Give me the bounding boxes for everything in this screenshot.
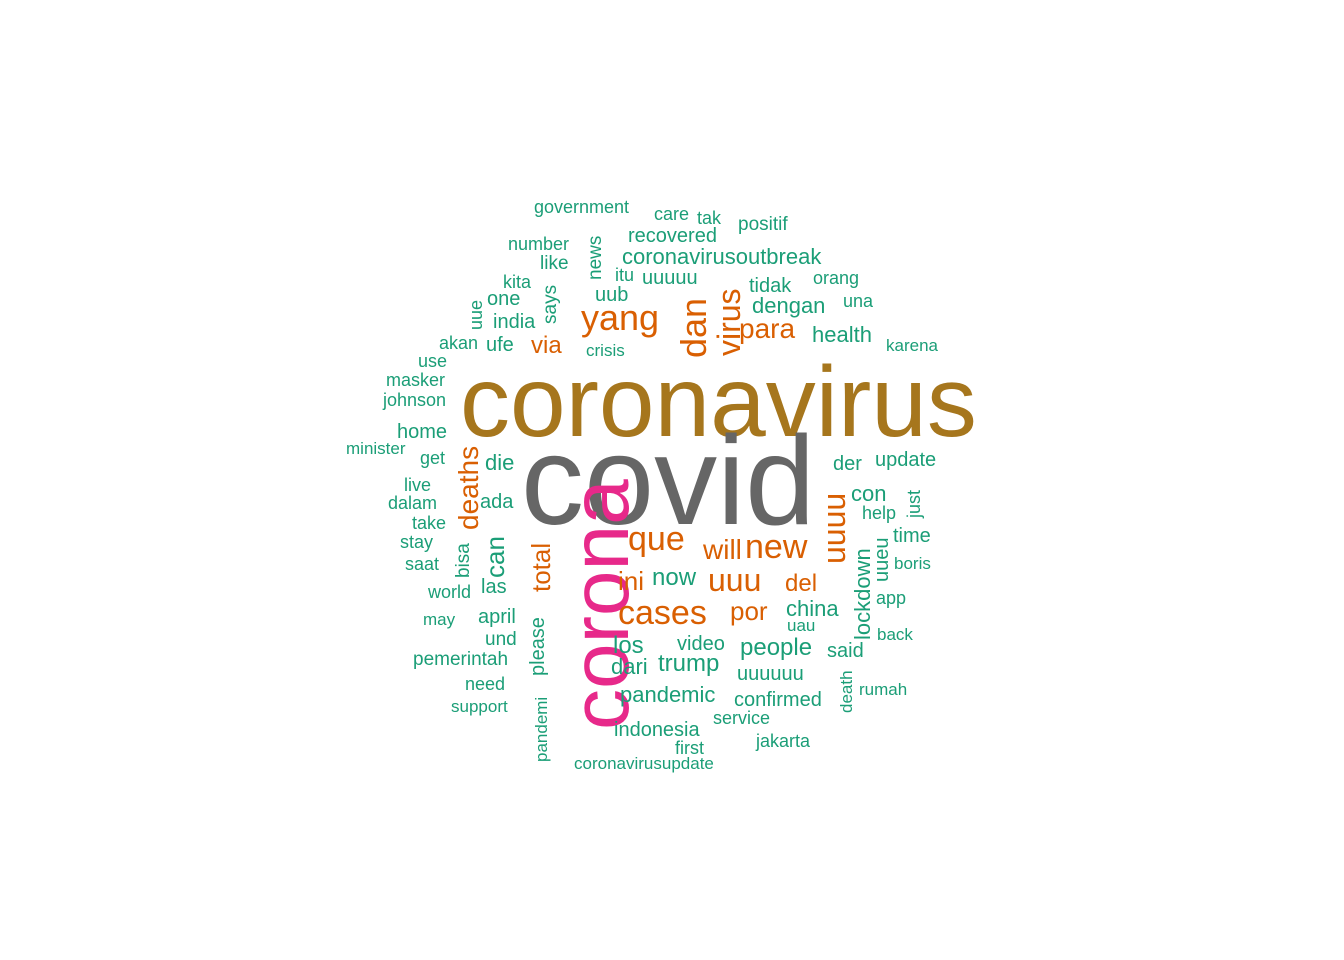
- word-por: por: [730, 596, 768, 626]
- word-number: number: [508, 234, 570, 254]
- word-und: und: [485, 629, 517, 650]
- word-video: video: [677, 633, 725, 655]
- word-para: para: [739, 313, 796, 344]
- word-will: will: [703, 534, 742, 565]
- word-uub: uub: [595, 284, 629, 306]
- word-coronavirusoutbreak: coronavirusoutbreak: [622, 244, 822, 269]
- word-uuuuuu: uuuuuu: [737, 663, 804, 685]
- word-just: just: [904, 489, 924, 518]
- word-tidak: tidak: [749, 275, 792, 297]
- word-del: del: [785, 570, 818, 597]
- word-indonesia: indonesia: [614, 719, 700, 741]
- word-take: take: [412, 513, 447, 533]
- word-die: die: [485, 450, 515, 475]
- word-positif: positif: [738, 214, 788, 235]
- word-crisis: crisis: [586, 341, 625, 360]
- word-uuuu: uuuu: [816, 492, 852, 564]
- word-may: may: [423, 610, 456, 629]
- word-update: update: [875, 449, 937, 471]
- word-coronavirusupdate: coronavirusupdate: [574, 754, 714, 773]
- word-china: china: [786, 596, 839, 621]
- word-uuuuu: uuuuu: [642, 267, 698, 289]
- word-ada: ada: [480, 491, 514, 513]
- word-trump: trump: [658, 650, 720, 677]
- word-says: says: [540, 284, 561, 324]
- word-uuu: uuu: [708, 562, 762, 598]
- word-pandemic: pandemic: [620, 682, 716, 707]
- word-live: live: [404, 475, 432, 495]
- word-los: los: [613, 632, 644, 659]
- word-pandemi: pandemi: [532, 696, 551, 762]
- word-first: first: [675, 738, 704, 758]
- word-people: people: [740, 634, 813, 661]
- word-confirmed: confirmed: [734, 689, 822, 711]
- word-death: death: [837, 670, 856, 713]
- word-need: need: [465, 674, 506, 694]
- word-deaths: deaths: [453, 445, 484, 530]
- word-help: help: [862, 503, 897, 523]
- word-masker: masker: [386, 370, 446, 390]
- word-yang: yang: [581, 297, 660, 338]
- word-johnson: johnson: [383, 390, 447, 410]
- word-news: news: [585, 235, 606, 280]
- word-coronavirus: coronavirus: [460, 346, 977, 458]
- word-dalam: dalam: [388, 493, 438, 513]
- word-saat: saat: [405, 554, 440, 574]
- word-get: get: [420, 448, 446, 468]
- word-orang: orang: [813, 268, 860, 288]
- word-please: please: [527, 617, 549, 676]
- word-app: app: [876, 588, 907, 608]
- word-jakarta: jakarta: [756, 731, 811, 751]
- word-like: like: [540, 253, 569, 274]
- word-via: via: [531, 332, 562, 359]
- word-world: world: [428, 582, 472, 602]
- word-cases: cases: [618, 594, 707, 632]
- word-said: said: [827, 640, 864, 662]
- word-ini: ini: [618, 566, 645, 596]
- word-itu: itu: [615, 265, 635, 285]
- word-government: government: [534, 197, 630, 217]
- word-time: time: [893, 525, 931, 547]
- word-stay: stay: [400, 532, 434, 552]
- word-bisa: bisa: [453, 543, 474, 578]
- word-una: una: [843, 291, 874, 311]
- word-karena: karena: [886, 336, 938, 355]
- word-boris: boris: [894, 554, 931, 573]
- word-uue: uue: [466, 299, 486, 330]
- word-recovered: recovered: [628, 225, 717, 247]
- word-care: care: [654, 204, 690, 224]
- word-tak: tak: [697, 208, 722, 228]
- word-service: service: [713, 708, 771, 728]
- word-der: der: [833, 453, 862, 475]
- word-health: health: [812, 322, 872, 347]
- word-total: total: [526, 542, 556, 592]
- word-pemerintah: pemerintah: [413, 649, 509, 670]
- word-home: home: [397, 421, 448, 443]
- word-uau: uau: [787, 616, 816, 635]
- word-one: one: [487, 288, 521, 310]
- word-new: new: [745, 528, 808, 566]
- word-support: support: [451, 697, 508, 716]
- word-can: can: [480, 536, 510, 578]
- word-akan: akan: [439, 333, 479, 353]
- word-rumah: rumah: [859, 680, 908, 699]
- word-dan: dan: [673, 297, 714, 358]
- word-kita: kita: [503, 272, 532, 292]
- word-que: que: [628, 520, 685, 558]
- word-back: back: [877, 625, 913, 644]
- word-use: use: [418, 351, 448, 371]
- word-uueu: uueu: [871, 537, 893, 583]
- word-minister: minister: [346, 439, 406, 458]
- word-april: april: [478, 606, 516, 628]
- word-india: india: [493, 311, 536, 333]
- word-covid: covid: [521, 410, 816, 551]
- word-con: con: [851, 481, 887, 506]
- word-dengan: dengan: [752, 293, 826, 318]
- word-now: now: [652, 564, 697, 591]
- word-ufe: ufe: [486, 334, 514, 356]
- word-las: las: [481, 576, 507, 598]
- word-dari: dari: [611, 654, 648, 679]
